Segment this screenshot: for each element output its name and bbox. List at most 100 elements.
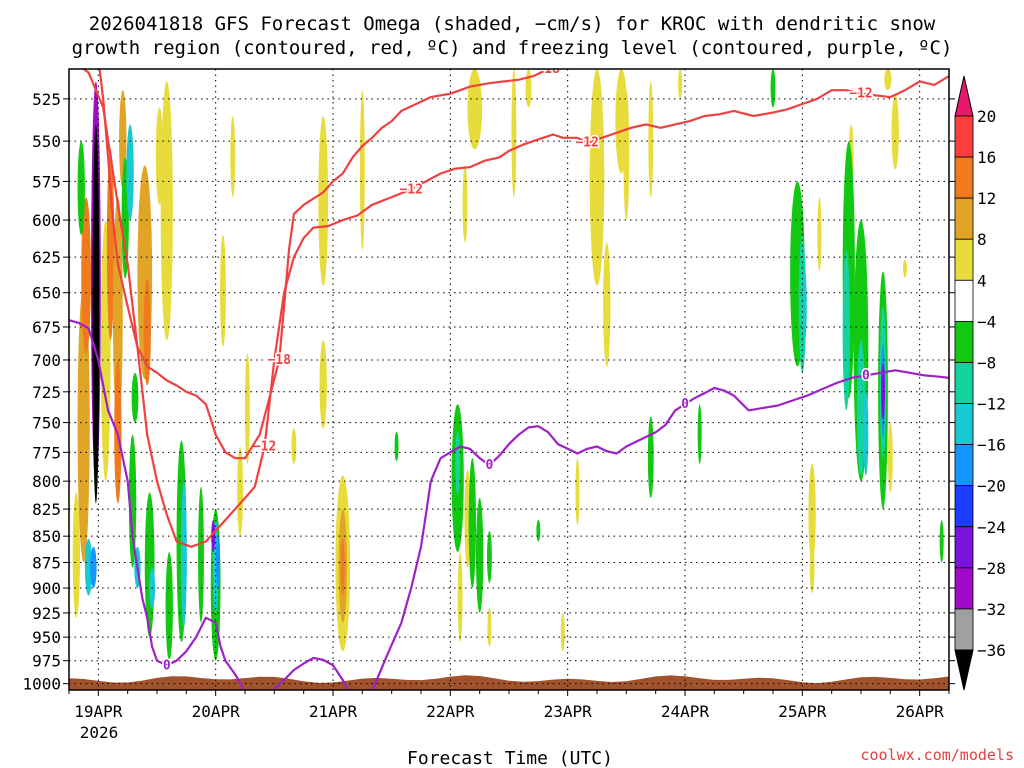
colorbar-swatch — [954, 320, 974, 363]
x-tick-label: 19APR — [74, 702, 123, 721]
y-tick-label: 1000 — [22, 675, 61, 694]
y-tick-label: 725 — [32, 383, 61, 402]
omega-shade-green — [476, 498, 484, 613]
colorbar-swatch — [954, 567, 974, 610]
freezing-level-contour-label: 0 — [163, 658, 171, 673]
y-tick-label: 550 — [32, 132, 61, 151]
omega-shade-teal — [842, 249, 850, 411]
colorbar-swatch — [954, 197, 974, 240]
y-axis: 525 550 575 600 625 650 675 700 725 750 775 800 825 8… — [22, 90, 955, 694]
y-tick-label: 975 — [32, 652, 61, 671]
omega-shade-cyan — [802, 271, 807, 341]
y-tick-label: 700 — [32, 351, 61, 370]
x-tick-label: 24APR — [661, 702, 710, 721]
colorbar-swatch — [954, 362, 974, 404]
omega-shade-light_yellow — [808, 463, 816, 563]
colorbar-label: 4 — [977, 271, 987, 290]
omega-shade-light_yellow — [648, 81, 654, 198]
y-tick-label: 675 — [32, 318, 61, 337]
dgz-contour-minus12-label: −12 — [575, 136, 598, 151]
omega-shade-green — [131, 372, 139, 423]
freezing-level-contour-label: 0 — [486, 458, 494, 473]
y-tick-label: 650 — [32, 284, 61, 303]
colorbar-label: 12 — [977, 189, 996, 208]
colorbar-label: 8 — [977, 230, 987, 249]
y-tick-label: 575 — [32, 172, 61, 191]
omega-shade-green — [394, 431, 399, 462]
chart-title-line-1: 2026041818 GFS Forecast Omega (shaded, −… — [89, 13, 936, 35]
omega-shade-green — [939, 520, 944, 563]
colorbar-swatch — [954, 403, 974, 446]
colorbar-label: −36 — [977, 641, 1006, 660]
x-axis-label: Forecast Time (UTC) — [407, 748, 613, 768]
credit-text: coolwx.com/models — [860, 746, 1014, 764]
omega-shade-light_yellow — [575, 458, 580, 526]
omega-shade-green — [198, 486, 204, 623]
y-tick-label: 600 — [32, 211, 61, 230]
omega-shade-green — [165, 552, 173, 661]
ground-surface — [69, 675, 949, 690]
omega-shade-green — [770, 69, 776, 108]
omega-shade-light_yellow — [884, 69, 892, 91]
freezing-level-contour — [69, 319, 246, 690]
omega-shade-light_yellow — [319, 340, 327, 429]
omega-shade-light_yellow — [623, 90, 630, 221]
omega-shade-cyan — [863, 391, 869, 476]
omega-shade-light_yellow — [511, 69, 517, 198]
colorbar-swatch — [954, 115, 974, 158]
x-tick-label: 23APR — [544, 702, 593, 721]
colorbar-swatch — [954, 485, 974, 528]
omega-shade-light_yellow — [903, 260, 907, 278]
freezing-level-contour-label: 0 — [681, 397, 689, 412]
dgz-contour-minus18-label: −18 — [536, 62, 560, 77]
omega-shade-green — [128, 434, 137, 568]
omega-shade-light_yellow — [237, 446, 244, 537]
colorbar-label: 16 — [977, 148, 996, 167]
freezing-level-contour-label: 0 — [862, 368, 870, 383]
colorbar-label: 20 — [977, 107, 996, 126]
y-tick-label: 850 — [32, 527, 61, 546]
omega-shade-light_yellow — [603, 242, 611, 367]
colorbar: 20 16 12 8 4 −4 −8 −12 −16 −20 −24 −28 −32 −36 — [954, 75, 1006, 691]
omega-shade-green — [468, 458, 477, 589]
colorbar-top-arrow — [954, 75, 974, 117]
x-tick-year: 2026 — [80, 723, 119, 742]
y-tick-label: 925 — [32, 604, 61, 623]
omega-shade-light_yellow — [589, 69, 605, 286]
colorbar-bottom-arrow — [954, 649, 974, 691]
colorbar-label: −16 — [977, 436, 1006, 455]
omega-shade-light_yellow — [318, 115, 329, 286]
omega-shade-teal — [455, 431, 461, 496]
colorbar-label: −24 — [977, 518, 1006, 537]
freezing-level-contour — [273, 656, 349, 690]
omega-shade-green — [647, 416, 654, 499]
omega-shade-light_yellow — [462, 165, 468, 243]
colorbar-label: −32 — [977, 600, 1006, 619]
freezing-level-contour — [371, 369, 949, 690]
y-tick-label: 900 — [32, 579, 61, 598]
omega-shade-cyan — [84, 538, 93, 596]
dgz-contour-minus18-label: −18 — [267, 353, 291, 368]
colorbar-swatch — [954, 526, 974, 569]
colorbar-label: −28 — [977, 559, 1006, 578]
x-tick-label: 25APR — [778, 702, 827, 721]
omega-shade-light_yellow — [809, 541, 815, 594]
y-tick-label: 825 — [32, 500, 61, 519]
omega-shade-green — [697, 404, 702, 464]
colorbar-swatch — [954, 444, 974, 487]
omega-shade-orange — [143, 278, 151, 386]
omega-shade-green — [487, 530, 492, 583]
contour-lines: −12 −12 −12 −12 −18 −18 0 0 0 0 — [69, 62, 949, 690]
omega-shade-light_yellow — [291, 428, 297, 464]
grid-lines — [69, 69, 949, 690]
omega-shade-light_yellow — [245, 353, 250, 464]
omega-shade-light_yellow — [678, 69, 683, 99]
colorbar-swatch — [954, 608, 974, 651]
omega-shade-gold — [77, 285, 90, 563]
omega-shade-cyan — [180, 481, 187, 628]
y-tick-label: 750 — [32, 414, 61, 433]
omega-shade-light_yellow — [160, 81, 173, 341]
omega-shade-light_yellow — [525, 69, 532, 108]
colorbar-label: −12 — [977, 395, 1006, 414]
chart-title-line-2: growth region (contoured, red, ºC) and f… — [72, 37, 953, 59]
